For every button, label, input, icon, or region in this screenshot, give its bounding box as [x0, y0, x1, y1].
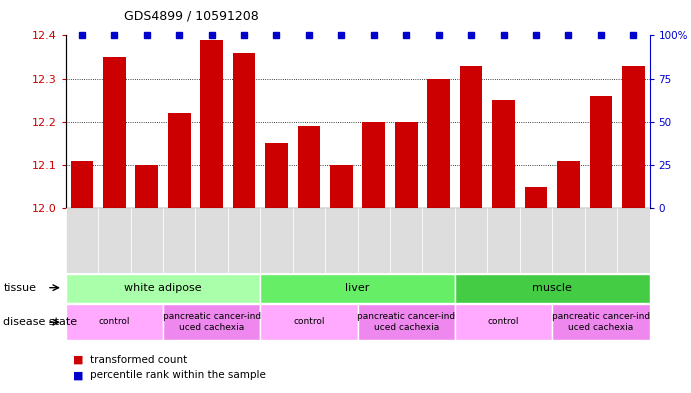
Bar: [330, 165, 352, 208]
Text: pancreatic cancer-ind
uced cachexia: pancreatic cancer-ind uced cachexia: [552, 312, 650, 332]
Text: tissue: tissue: [3, 283, 37, 293]
Bar: [293, 208, 325, 273]
Bar: [617, 208, 650, 273]
Bar: [163, 304, 261, 340]
Bar: [585, 208, 617, 273]
Bar: [98, 208, 131, 273]
Text: control: control: [99, 318, 130, 326]
Bar: [261, 304, 358, 340]
Bar: [552, 208, 585, 273]
Bar: [487, 208, 520, 273]
Text: muscle: muscle: [532, 283, 572, 294]
Bar: [363, 122, 385, 208]
Bar: [460, 66, 482, 208]
Text: white adipose: white adipose: [124, 283, 202, 294]
Bar: [70, 161, 93, 208]
Bar: [552, 304, 650, 340]
Bar: [358, 304, 455, 340]
Bar: [103, 57, 126, 208]
Bar: [163, 208, 196, 273]
Text: ■: ■: [73, 354, 83, 365]
Bar: [455, 208, 487, 273]
Bar: [427, 79, 450, 208]
Bar: [66, 304, 163, 340]
Bar: [557, 161, 580, 208]
Bar: [455, 274, 650, 303]
Text: control: control: [488, 318, 520, 326]
Bar: [261, 208, 293, 273]
Text: liver: liver: [346, 283, 370, 294]
Bar: [265, 143, 288, 208]
Bar: [66, 274, 261, 303]
Bar: [395, 122, 417, 208]
Bar: [233, 53, 256, 208]
Bar: [66, 208, 98, 273]
Bar: [422, 208, 455, 273]
Bar: [358, 208, 390, 273]
Text: ■: ■: [73, 370, 83, 380]
Text: pancreatic cancer-ind
uced cachexia: pancreatic cancer-ind uced cachexia: [357, 312, 455, 332]
Bar: [196, 208, 228, 273]
Text: control: control: [293, 318, 325, 326]
Bar: [390, 208, 422, 273]
Bar: [131, 208, 163, 273]
Text: percentile rank within the sample: percentile rank within the sample: [90, 370, 266, 380]
Bar: [228, 208, 261, 273]
Bar: [524, 187, 547, 208]
Bar: [455, 304, 552, 340]
Text: transformed count: transformed count: [90, 354, 187, 365]
Bar: [325, 208, 358, 273]
Text: disease state: disease state: [3, 317, 77, 327]
Bar: [520, 208, 552, 273]
Text: GDS4899 / 10591208: GDS4899 / 10591208: [124, 10, 259, 23]
Bar: [492, 100, 515, 208]
Bar: [200, 40, 223, 208]
Bar: [298, 126, 321, 208]
Bar: [168, 113, 191, 208]
Bar: [589, 96, 612, 208]
Bar: [261, 274, 455, 303]
Bar: [622, 66, 645, 208]
Text: pancreatic cancer-ind
uced cachexia: pancreatic cancer-ind uced cachexia: [162, 312, 261, 332]
Bar: [135, 165, 158, 208]
